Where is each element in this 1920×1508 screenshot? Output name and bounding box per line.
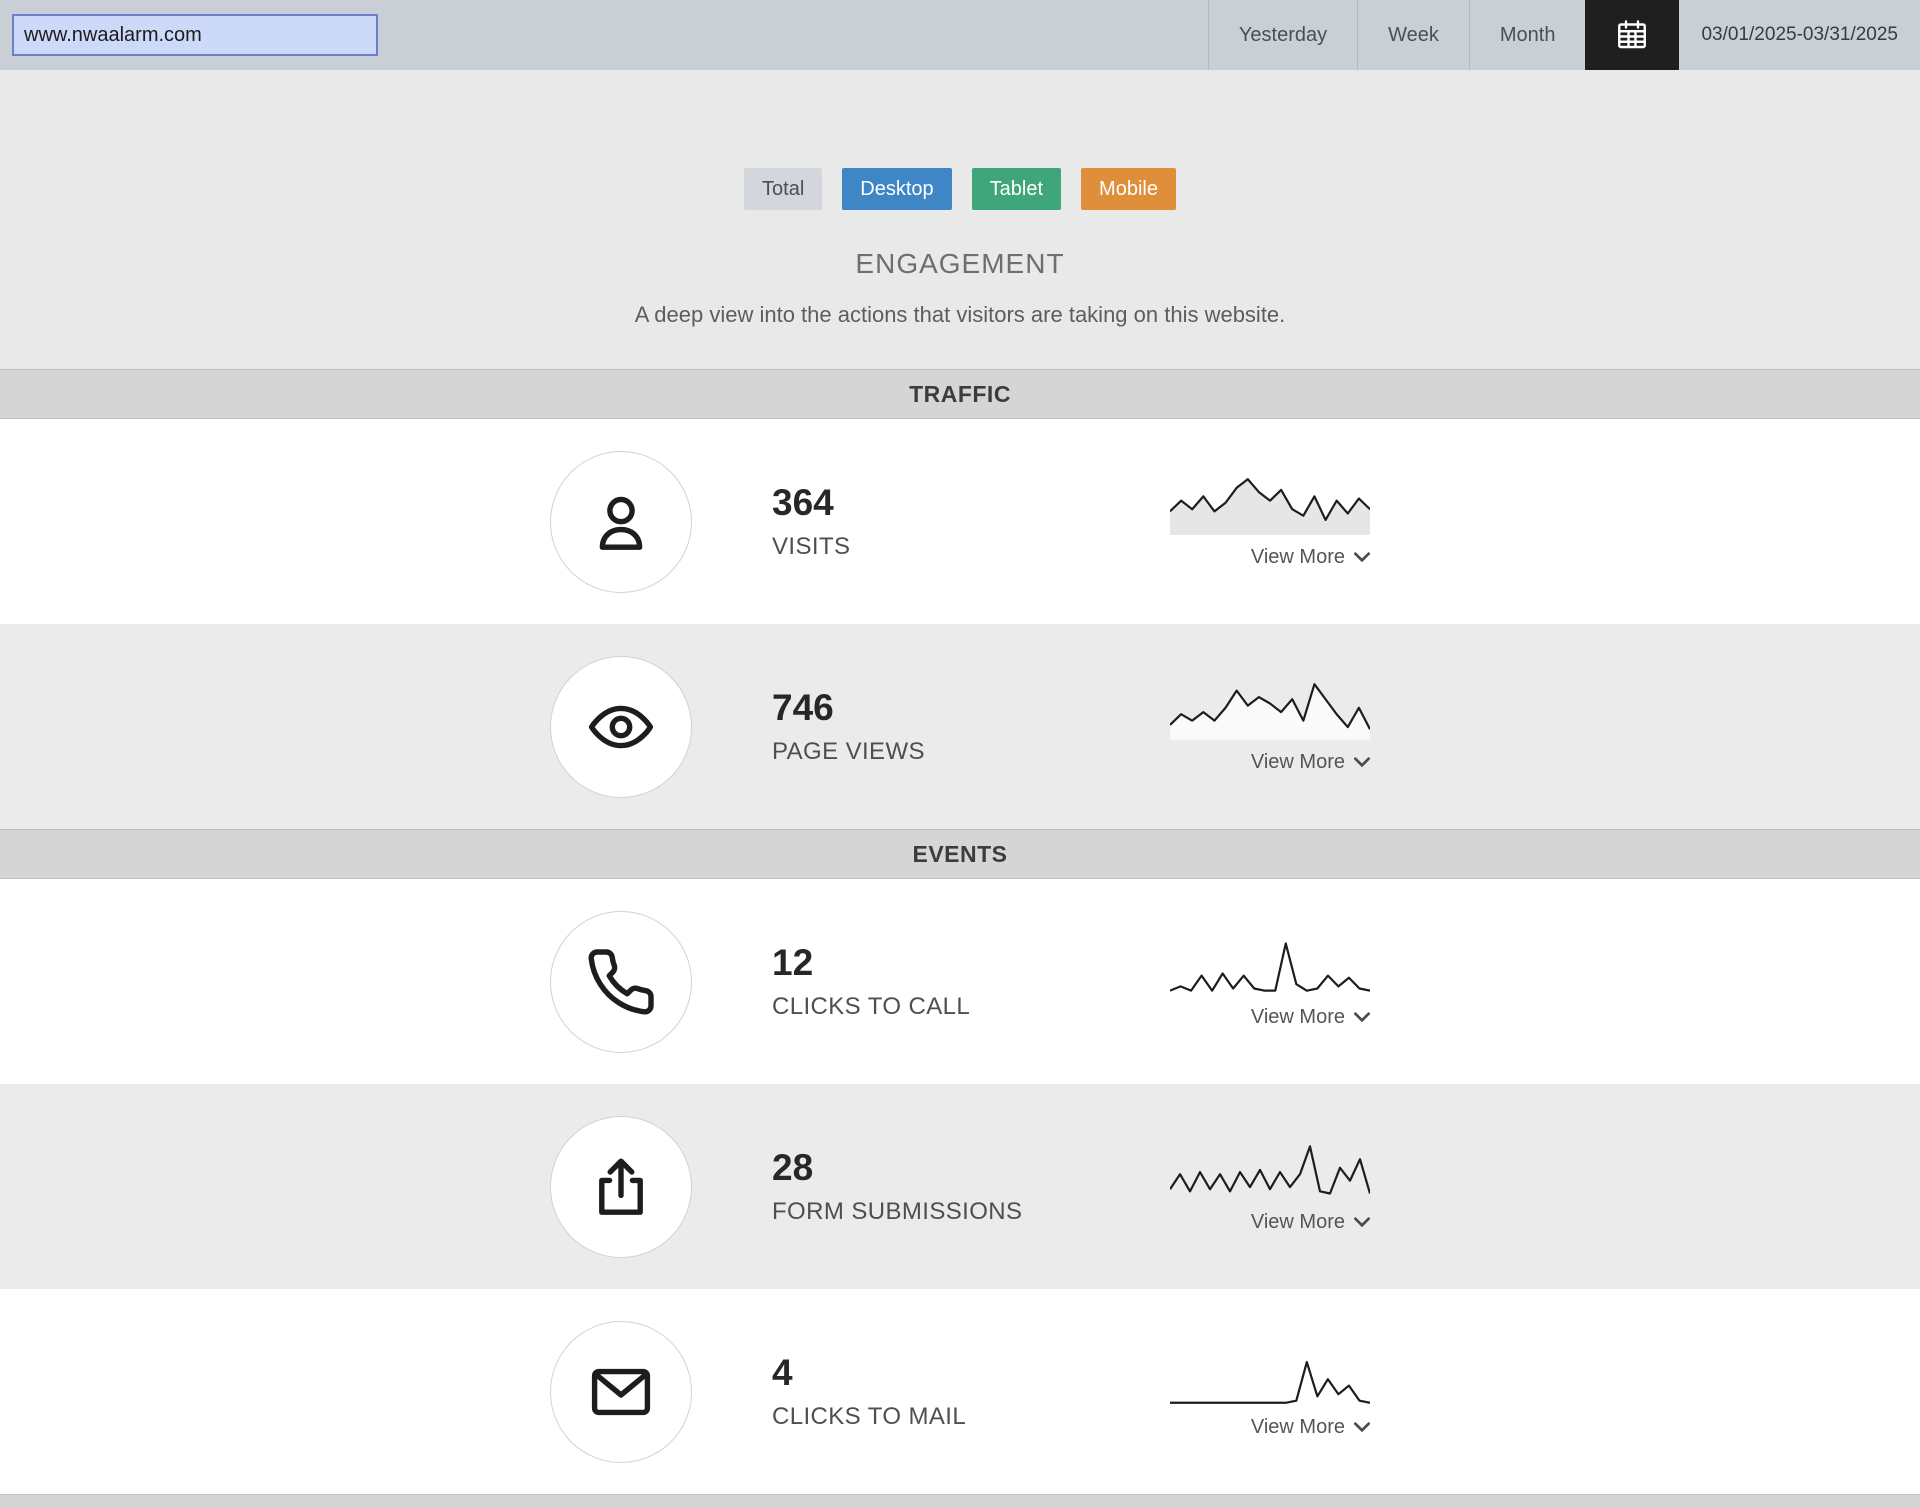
form-submissions-value: 28: [772, 1147, 814, 1188]
page-views-value: 746: [772, 687, 834, 728]
section-header-events: EVENTS: [0, 829, 1920, 879]
clicks-to-call-label: CLICKS TO CALL: [772, 993, 971, 1020]
clicks-to-call-sparkline: [1170, 935, 1370, 997]
filter-mobile-button[interactable]: Mobile: [1081, 168, 1176, 210]
eye-icon: [588, 705, 654, 748]
url-input[interactable]: [12, 14, 378, 56]
device-filters: Total Desktop Tablet Mobile: [0, 168, 1920, 210]
form-submissions-sparkline: [1170, 1140, 1370, 1202]
clicks-to-mail-label: CLICKS TO MAIL: [772, 1403, 967, 1430]
clicks-to-mail-sparkline: [1170, 1345, 1370, 1407]
clicks-to-mail-icon-circle: [550, 1320, 692, 1463]
range-week-button[interactable]: Week: [1357, 0, 1469, 70]
form-submissions-view-more-link[interactable]: View More: [1251, 1211, 1370, 1234]
engagement-hero: Total Desktop Tablet Mobile ENGAGEMENT A…: [0, 70, 1920, 369]
date-range-label: 03/01/2025-03/31/2025: [1701, 24, 1898, 45]
chevron-down-icon: [1354, 1012, 1370, 1022]
section-header-label: TRAFFIC: [909, 380, 1011, 407]
metric-row-clicks-to-mail: 4 CLICKS TO MAIL View More: [0, 1289, 1920, 1494]
visits-view-more-link[interactable]: View More: [1251, 546, 1370, 569]
user-icon: [599, 496, 643, 550]
calendar-icon: [1618, 20, 1647, 49]
filter-total-button[interactable]: Total: [744, 168, 823, 210]
clicks-to-call-view-more-link[interactable]: View More: [1251, 1006, 1370, 1029]
metric-row-visits: 364 VISITS View More: [0, 419, 1920, 624]
filter-tablet-button[interactable]: Tablet: [971, 168, 1062, 210]
filter-desktop-button[interactable]: Desktop: [842, 168, 952, 210]
range-month-button[interactable]: Month: [1468, 0, 1586, 70]
calendar-button[interactable]: [1585, 0, 1680, 70]
topbar-controls: Yesterday Week Month 03/01/2025-03/31/20…: [1207, 0, 1920, 70]
page-views-sparkline: [1170, 680, 1370, 740]
metric-row-form-submissions: 28 FORM SUBMISSIONS View More: [0, 1084, 1920, 1289]
clicks-to-mail-view-more-link[interactable]: View More: [1251, 1416, 1370, 1439]
visits-value: 364: [772, 482, 834, 523]
phone-icon: [588, 948, 654, 1014]
clicks-to-mail-value: 4: [772, 1352, 793, 1393]
page-views-icon-circle: [550, 655, 692, 798]
chevron-down-icon: [1354, 552, 1370, 562]
chevron-down-icon: [1354, 1217, 1370, 1227]
visits-label: VISITS: [772, 533, 851, 560]
visits-icon-circle: [550, 450, 692, 593]
range-yesterday-button[interactable]: Yesterday: [1207, 0, 1357, 70]
section-header-traffic: TRAFFIC: [0, 369, 1920, 419]
page-views-label: PAGE VIEWS: [772, 738, 925, 765]
chevron-down-icon: [1354, 1422, 1370, 1432]
page-subtitle: A deep view into the actions that visito…: [634, 302, 1286, 327]
clicks-to-call-icon-circle: [550, 910, 692, 1053]
metric-row-page-views: 746 PAGE VIEWS View More: [0, 624, 1920, 829]
page-views-view-more-link[interactable]: View More: [1251, 751, 1370, 774]
metric-row-clicks-to-call: 12 CLICKS TO CALL View More: [0, 879, 1920, 1084]
section-header-label: EVENTS: [912, 840, 1008, 867]
page-title: ENGAGEMENT: [855, 248, 1065, 279]
chevron-down-icon: [1354, 757, 1370, 767]
visits-sparkline: [1170, 475, 1370, 535]
mail-icon: [591, 1368, 651, 1415]
topbar: Yesterday Week Month 03/01/2025-03/31/20…: [0, 0, 1920, 70]
clicks-to-call-value: 12: [772, 942, 814, 983]
form-submissions-label: FORM SUBMISSIONS: [772, 1198, 1023, 1225]
upload-icon: [599, 1158, 643, 1215]
next-section-header-edge: [0, 1494, 1920, 1508]
form-submissions-icon-circle: [550, 1115, 692, 1258]
